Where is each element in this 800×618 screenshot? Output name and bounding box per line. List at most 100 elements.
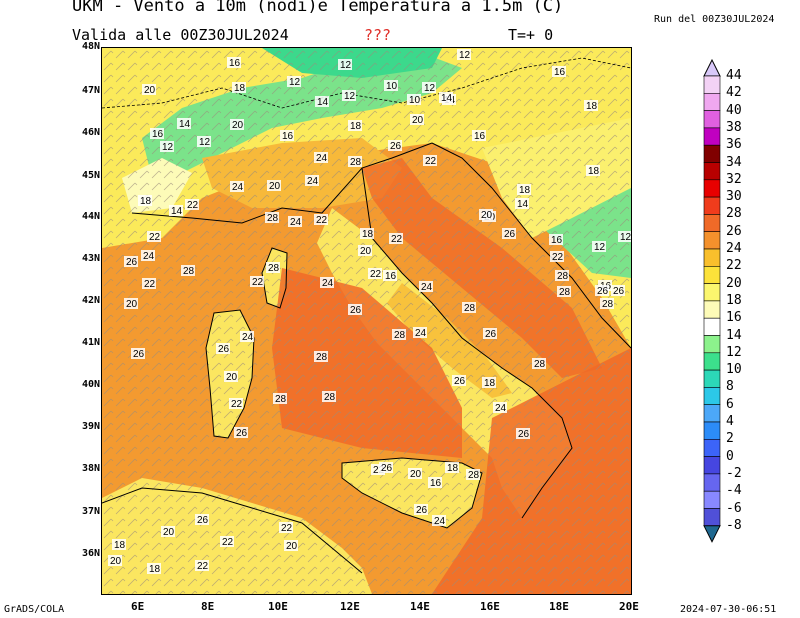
- colorbar-tick-label: 24: [726, 241, 742, 256]
- temp-value-label: 24: [314, 152, 328, 164]
- temp-value-label: 16: [150, 128, 164, 140]
- colorbar-tick-label: 12: [726, 344, 742, 360]
- temp-value-label: 28: [265, 212, 279, 224]
- temp-value-label: 18: [445, 462, 459, 474]
- svg-text:16: 16: [282, 131, 294, 142]
- svg-text:12: 12: [459, 50, 471, 61]
- colorbar-tick-label: -8: [726, 517, 742, 533]
- lat-label: 48N: [81, 41, 100, 52]
- colorbar-swatch: [703, 248, 721, 267]
- svg-text:24: 24: [421, 282, 433, 293]
- svg-text:18: 18: [588, 166, 600, 177]
- colorbar-tick-label: 32: [726, 171, 742, 187]
- temp-value-label: 24: [413, 327, 427, 339]
- run-label: Run del 00Z30JUL2024: [654, 14, 775, 25]
- svg-text:22: 22: [149, 232, 161, 243]
- svg-text:18: 18: [140, 196, 152, 207]
- svg-text:24: 24: [242, 332, 254, 343]
- svg-text:18: 18: [149, 564, 161, 575]
- temp-value-label: 26: [414, 504, 428, 516]
- temp-value-label: 24: [240, 331, 254, 343]
- temp-value-label: 22: [279, 522, 293, 534]
- svg-text:26: 26: [485, 329, 497, 340]
- svg-text:20: 20: [269, 181, 281, 192]
- svg-text:20: 20: [144, 85, 156, 96]
- svg-text:20: 20: [110, 556, 122, 567]
- svg-text:22: 22: [281, 523, 293, 534]
- temp-value-label: 12: [592, 241, 606, 253]
- svg-text:28: 28: [557, 271, 569, 282]
- lat-label: 43N: [81, 253, 100, 264]
- colorbar-top-arrow: [703, 58, 721, 77]
- svg-text:12: 12: [162, 142, 174, 153]
- colorbar-tick-label: 14: [726, 327, 742, 343]
- svg-text:12: 12: [199, 137, 211, 148]
- unknown-marker: ???: [364, 26, 392, 44]
- svg-text:28: 28: [183, 266, 195, 277]
- temp-value-label: 14: [515, 198, 529, 210]
- svg-text:26: 26: [126, 257, 138, 268]
- svg-text:22: 22: [231, 399, 243, 410]
- svg-text:18: 18: [234, 83, 246, 94]
- colorbar-swatch: [703, 404, 721, 423]
- temp-value-label: 12: [618, 231, 632, 243]
- temp-value-label: 20: [358, 245, 372, 257]
- colorbar-swatch: [703, 369, 721, 388]
- svg-text:22: 22: [222, 537, 234, 548]
- wind-barbs: [102, 48, 631, 594]
- temp-value-label: 28: [322, 391, 336, 403]
- svg-text:18: 18: [362, 229, 374, 240]
- colorbar-tick-label: 42: [726, 85, 742, 101]
- temp-value-label: 22: [368, 268, 382, 280]
- temp-value-label: 28: [266, 262, 280, 274]
- temp-value-label: 12: [457, 49, 471, 61]
- temp-value-label: 24: [493, 402, 507, 414]
- colorbar-tick-label: 34: [726, 154, 742, 170]
- temp-value-label: 22: [195, 560, 209, 572]
- svg-text:18: 18: [114, 540, 126, 551]
- svg-text:26: 26: [218, 344, 230, 355]
- svg-text:16: 16: [152, 129, 164, 140]
- temp-value-label: 22: [371, 464, 385, 476]
- svg-text:22: 22: [373, 465, 385, 476]
- temp-value-label: 14: [439, 92, 453, 104]
- svg-text:22: 22: [391, 234, 403, 245]
- temp-value-label: 26: [452, 375, 466, 387]
- svg-text:12: 12: [340, 60, 352, 71]
- temp-value-label: 14: [169, 205, 183, 217]
- svg-text:28: 28: [324, 392, 336, 403]
- temp-value-label: 16: [549, 234, 563, 246]
- lat-label: 42N: [81, 295, 100, 306]
- temp-value-label: 10: [384, 80, 398, 92]
- colorbar-tick-label: 4: [726, 414, 734, 429]
- svg-text:22: 22: [197, 561, 209, 572]
- lon-label: 12E: [340, 600, 360, 613]
- colorbar-tick-label: 8: [726, 379, 734, 395]
- colorbar-swatch: [703, 508, 721, 527]
- temp-value-label: 26: [483, 328, 497, 340]
- lat-label: 46N: [81, 127, 100, 138]
- temp-value-label: 20: [408, 468, 422, 480]
- colorbar-swatch: [703, 110, 721, 129]
- colorbar-tick-label: -4: [726, 483, 742, 499]
- svg-text:16: 16: [551, 235, 563, 246]
- svg-text:14: 14: [179, 119, 191, 130]
- temp-value-label: 26: [611, 285, 625, 297]
- temp-value-label: 28: [555, 270, 569, 282]
- svg-text:20: 20: [126, 299, 138, 310]
- svg-text:16: 16: [430, 478, 442, 489]
- svg-text:20: 20: [360, 246, 372, 257]
- map-title: UKM - Vento a 10m (nodi)e Temperatura a …: [72, 0, 564, 16]
- svg-text:18: 18: [447, 463, 459, 474]
- svg-text:24: 24: [415, 328, 427, 339]
- temp-value-label: 20: [161, 526, 175, 538]
- temp-value-label: 22: [147, 231, 161, 243]
- temp-value-label: 26: [379, 462, 393, 474]
- lon-label: 10E: [268, 600, 288, 613]
- temp-value-label: 10: [407, 94, 421, 106]
- balkan-coastline: [431, 142, 632, 349]
- svg-text:28: 28: [275, 394, 287, 405]
- colorbar-tick-label: 26: [726, 223, 742, 239]
- temp-value-label: 12: [342, 90, 356, 102]
- colorbar-swatch: [703, 75, 721, 94]
